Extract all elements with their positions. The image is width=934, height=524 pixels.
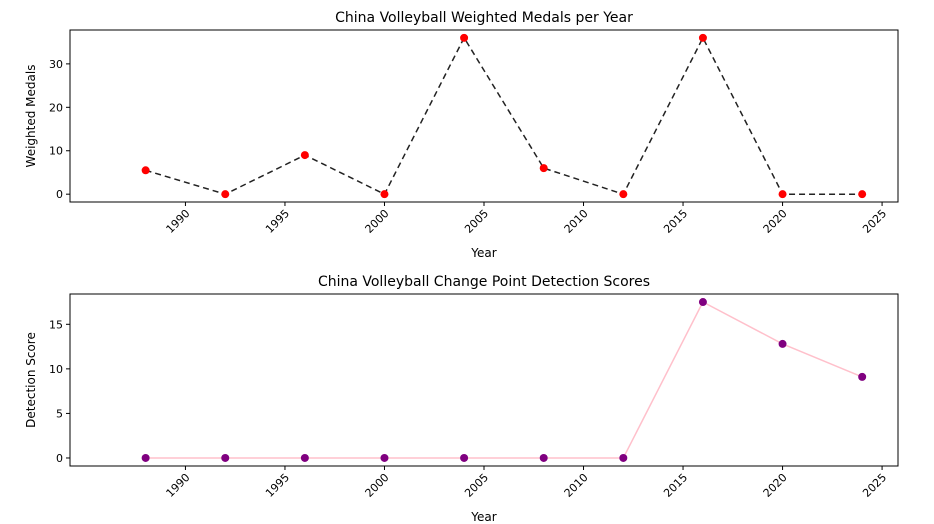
medals-data-point bbox=[698, 33, 707, 42]
medals-x-ticks: 1990 1995 2000 2005 2010 2015 2020 2025 bbox=[164, 202, 889, 236]
medals-y-ticks: 0 10 20 30 bbox=[49, 58, 70, 201]
detection-x-ticks: 1990 1995 2000 2005 2010 2015 2020 2025 bbox=[164, 466, 889, 500]
detection-x-axis-label: Year bbox=[470, 510, 496, 524]
medals-data-point bbox=[141, 166, 150, 175]
detection-data-point bbox=[858, 372, 867, 381]
medals-points bbox=[141, 33, 867, 199]
medals-data-point bbox=[858, 190, 867, 199]
detection-points bbox=[141, 298, 867, 462]
medals-x-tick-label: 2000 bbox=[363, 207, 392, 236]
detection-y-tick-label: 10 bbox=[49, 363, 63, 376]
detection-x-tick-label: 1995 bbox=[263, 471, 292, 500]
medals-data-point bbox=[380, 190, 389, 199]
detection-x-tick-label: 2025 bbox=[860, 471, 889, 500]
medals-data-point bbox=[778, 190, 787, 199]
detection-chart: China Volleyball Change Point Detection … bbox=[24, 274, 899, 524]
detection-y-ticks: 0 5 10 15 bbox=[49, 318, 70, 465]
medals-x-tick-label: 2020 bbox=[761, 207, 790, 236]
detection-data-point bbox=[300, 453, 309, 462]
medals-x-tick-label: 1990 bbox=[164, 207, 193, 236]
detection-data-point bbox=[539, 453, 548, 462]
medals-series-line bbox=[145, 36, 863, 196]
detection-chart-title: China Volleyball Change Point Detection … bbox=[318, 274, 650, 290]
detection-x-tick-label: 2015 bbox=[661, 471, 690, 500]
detection-y-axis-label: Detection Score bbox=[24, 332, 38, 428]
detection-y-tick-label: 5 bbox=[56, 407, 63, 420]
medals-chart-title: China Volleyball Weighted Medals per Yea… bbox=[335, 10, 633, 26]
detection-data-point bbox=[460, 453, 469, 462]
medals-y-axis-label: Weighted Medals bbox=[24, 65, 38, 168]
medals-data-point bbox=[539, 164, 548, 173]
medals-y-tick-label: 30 bbox=[49, 58, 63, 71]
medals-x-tick-label: 1995 bbox=[263, 207, 292, 236]
detection-data-point bbox=[619, 453, 628, 462]
detection-data-point bbox=[141, 453, 150, 462]
detection-x-tick-label: 2020 bbox=[761, 471, 790, 500]
detection-x-tick-label: 2000 bbox=[363, 471, 392, 500]
detection-x-tick-label: 2010 bbox=[562, 471, 591, 500]
medals-x-tick-label: 2025 bbox=[860, 207, 889, 236]
detection-x-tick-label: 2005 bbox=[462, 471, 491, 500]
medals-data-point bbox=[619, 190, 628, 199]
detection-data-point bbox=[221, 453, 230, 462]
medals-x-tick-label: 2005 bbox=[462, 207, 491, 236]
medals-chart: China Volleyball Weighted Medals per Yea… bbox=[24, 10, 899, 260]
medals-data-point bbox=[300, 151, 309, 160]
medals-x-axis-label: Year bbox=[470, 246, 496, 260]
detection-data-point bbox=[380, 453, 389, 462]
detection-data-point bbox=[698, 298, 707, 307]
detection-y-tick-label: 15 bbox=[49, 318, 63, 331]
medals-y-tick-label: 20 bbox=[49, 101, 63, 114]
medals-y-tick-label: 10 bbox=[49, 145, 63, 158]
detection-data-point bbox=[778, 339, 787, 348]
detection-plot-frame bbox=[69, 293, 899, 467]
medals-x-tick-label: 2010 bbox=[562, 207, 591, 236]
medals-x-tick-label: 2015 bbox=[661, 207, 690, 236]
detection-series-line bbox=[145, 300, 863, 459]
detection-x-tick-label: 1990 bbox=[164, 471, 193, 500]
medals-y-tick-label: 0 bbox=[56, 188, 63, 201]
medals-data-point bbox=[221, 190, 230, 199]
medals-data-point bbox=[460, 33, 469, 42]
detection-y-tick-label: 0 bbox=[56, 452, 63, 465]
